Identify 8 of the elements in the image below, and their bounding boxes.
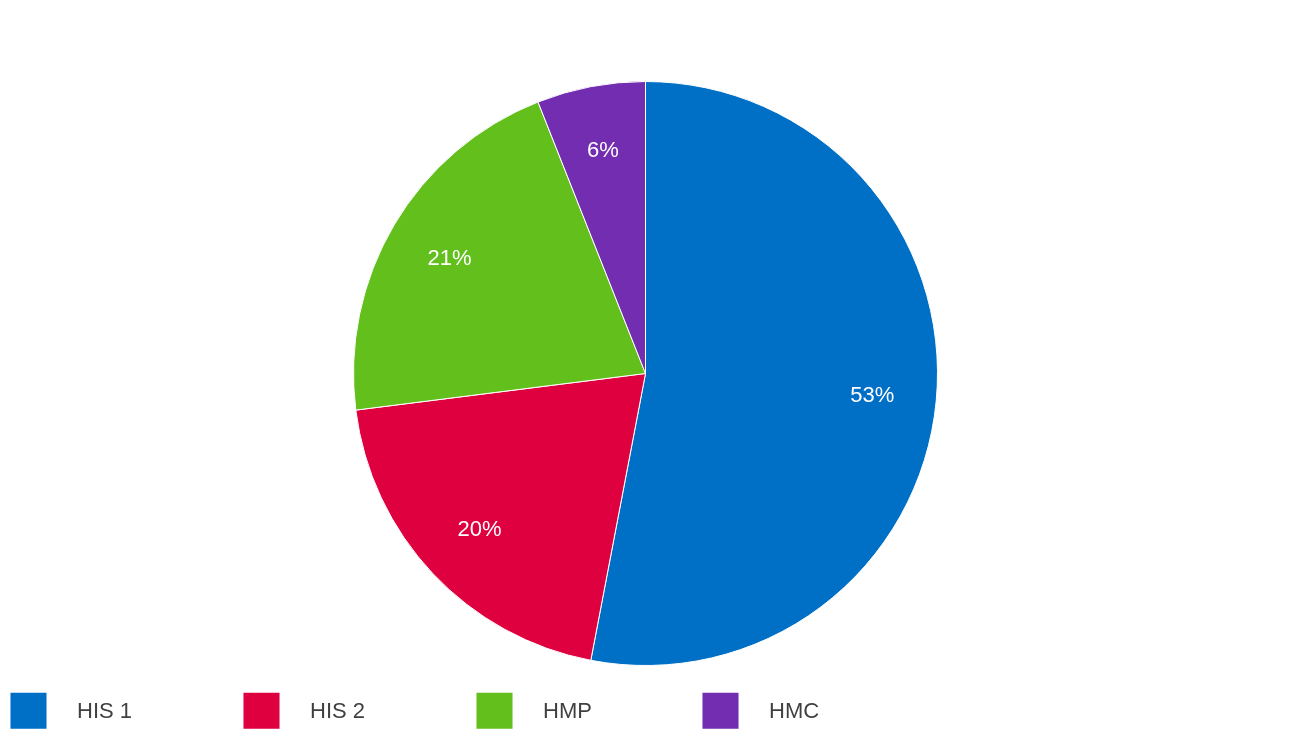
- data-label: 53%: [850, 381, 895, 407]
- data-label: 20%: [457, 516, 502, 542]
- data-label: 6%: [586, 136, 619, 162]
- legend-label: HMC: [769, 697, 820, 723]
- legend-label: HIS 1: [77, 697, 133, 723]
- data-label: 21%: [427, 244, 472, 270]
- legend-label: HIS 2: [310, 697, 366, 723]
- legend-label: HMP: [543, 697, 592, 723]
